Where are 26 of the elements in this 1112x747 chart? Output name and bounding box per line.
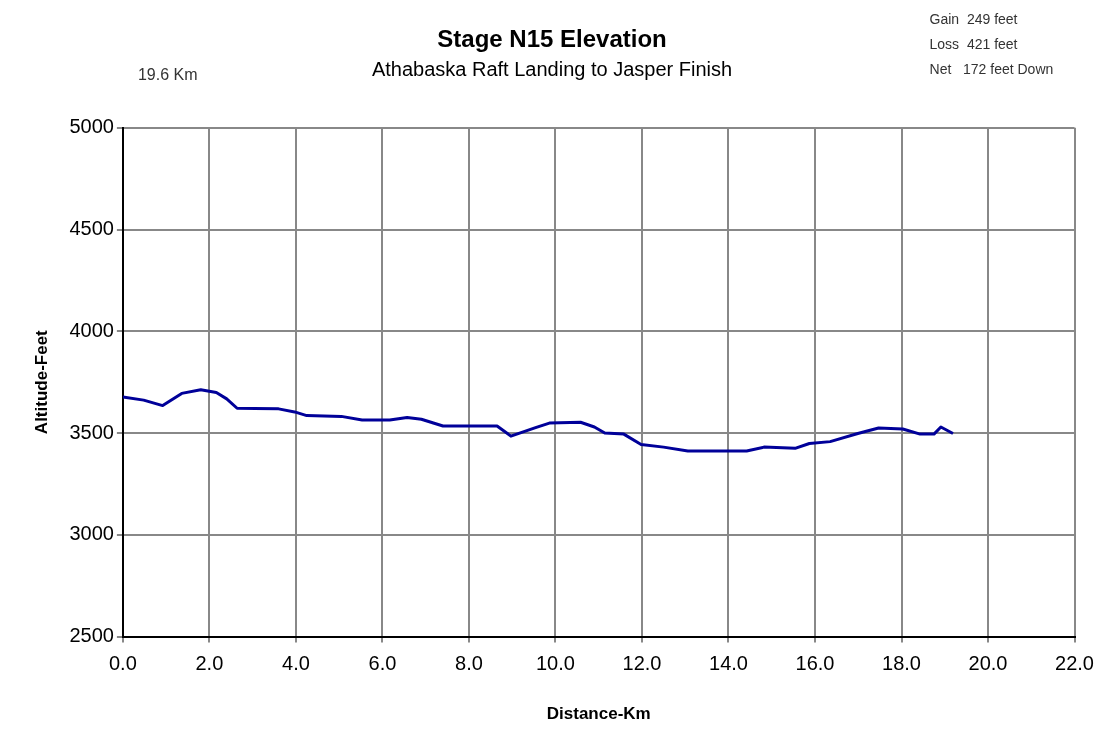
y-tick-label: 5000 xyxy=(69,115,114,138)
x-tick-label: 12.0 xyxy=(622,652,662,675)
x-tick-label: 20.0 xyxy=(968,652,1008,675)
x-tick-label: 0.0 xyxy=(108,652,137,675)
text: Loss 421 feet xyxy=(929,35,1018,52)
x-tick-label: 18.0 xyxy=(882,652,921,675)
text: 19.6 Km xyxy=(137,66,198,84)
y-tick-label: 3000 xyxy=(69,522,114,545)
x-tick-label: 2.0 xyxy=(195,652,224,675)
x-tick-label: 10.0 xyxy=(535,652,575,675)
x-tick-label: 4.0 xyxy=(282,652,310,675)
x-axis-title: Distance-Km xyxy=(546,704,651,724)
y-tick-label: 2500 xyxy=(69,624,114,647)
text: Gain 249 feet xyxy=(929,10,1018,27)
x-tick-label: 6.0 xyxy=(368,652,397,675)
text: Net 172 feet Down xyxy=(929,60,1054,77)
x-tick-label: 22.0 xyxy=(1055,652,1095,675)
x-tick-label: 8.0 xyxy=(455,652,483,675)
x-tick-label: 16.0 xyxy=(795,652,835,675)
x-tick-label: 14.0 xyxy=(709,652,748,675)
y-tick-label: 4500 xyxy=(69,217,114,240)
chart-subtitle: Athabaska Raft Landing to Jasper Finish xyxy=(371,58,733,81)
y-tick-label: 3500 xyxy=(69,420,114,443)
y-axis-title: Altitude-Feet xyxy=(31,329,51,435)
chart-title: Stage N15 Elevation xyxy=(437,25,667,53)
y-tick-label: 4000 xyxy=(69,318,114,341)
